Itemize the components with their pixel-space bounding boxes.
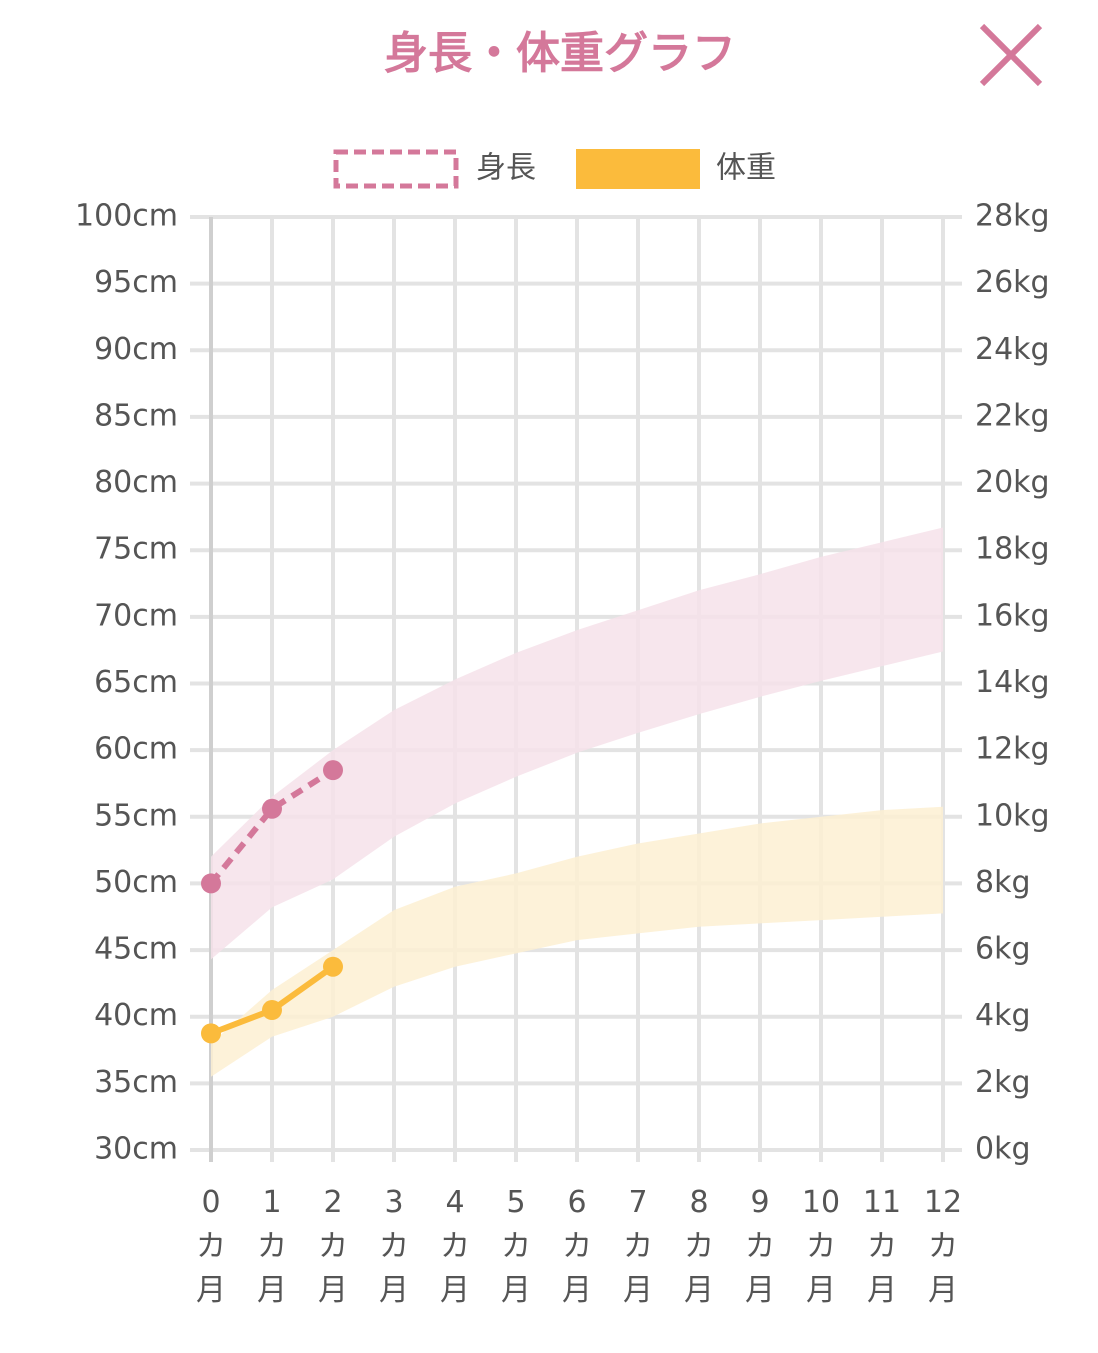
y2-tick-label: 16kg: [975, 598, 1050, 633]
y-tick-label: 40cm: [94, 998, 178, 1033]
close-button[interactable]: [979, 23, 1043, 87]
y-tick-label: 85cm: [94, 398, 178, 433]
y2-tick-label: 14kg: [975, 665, 1050, 700]
x-tick-label: 9 カ月: [745, 1185, 775, 1308]
y-tick-label: 60cm: [94, 732, 178, 767]
x-tick-label: 0 カ月: [196, 1185, 226, 1308]
y-tick-label: 30cm: [94, 1132, 178, 1167]
close-icon: [979, 23, 1043, 87]
y2-tick-label: 18kg: [975, 532, 1050, 567]
y2-tick-label: 10kg: [975, 798, 1050, 833]
legend-swatch: [576, 149, 700, 189]
data-point: [262, 798, 282, 819]
x-tick-label: 7 カ月: [623, 1185, 653, 1308]
y-tick-label: 45cm: [94, 932, 178, 967]
y2-tick-label: 4kg: [975, 998, 1031, 1033]
range-band: [211, 527, 943, 960]
data-point: [323, 760, 343, 781]
y2-tick-label: 12kg: [975, 732, 1050, 767]
x-tick-label: 1 カ月: [257, 1185, 287, 1308]
y-tick-label: 65cm: [94, 665, 178, 700]
range-band: [211, 806, 943, 1077]
legend-label: 体重: [716, 151, 776, 186]
x-tick-label: 12 カ月: [924, 1185, 962, 1308]
y2-tick-label: 26kg: [975, 265, 1050, 300]
y-tick-label: 95cm: [94, 265, 178, 300]
y2-tick-label: 20kg: [975, 465, 1050, 500]
x-tick-label: 10 カ月: [802, 1185, 840, 1308]
x-tick-label: 3 カ月: [379, 1185, 409, 1308]
x-tick-label: 11 カ月: [863, 1185, 901, 1308]
y-tick-label: 100cm: [75, 199, 178, 234]
legend-swatch: [333, 149, 459, 189]
chart-title: 身長・体重グラフ: [384, 28, 736, 79]
x-tick-label: 8 カ月: [684, 1185, 714, 1308]
y2-tick-label: 2kg: [975, 1065, 1031, 1100]
series-line: [208, 767, 335, 886]
y2-tick-label: 28kg: [975, 199, 1050, 234]
x-tick-label: 4 カ月: [440, 1185, 470, 1308]
data-point: [323, 956, 343, 977]
data-point: [201, 873, 221, 894]
legend-label: 身長: [476, 151, 536, 186]
data-point: [201, 1023, 221, 1044]
y-tick-label: 90cm: [94, 332, 178, 367]
x-tick-label: 6 カ月: [562, 1185, 592, 1308]
x-tick-label: 5 カ月: [501, 1185, 531, 1308]
y2-tick-label: 24kg: [975, 332, 1050, 367]
x-tick-label: 2 カ月: [318, 1185, 348, 1308]
y2-tick-label: 0kg: [975, 1132, 1031, 1167]
y2-tick-label: 22kg: [975, 398, 1050, 433]
y-tick-label: 80cm: [94, 465, 178, 500]
y-tick-label: 35cm: [94, 1065, 178, 1100]
y-tick-label: 55cm: [94, 798, 178, 833]
data-point: [262, 1000, 282, 1021]
y-tick-label: 75cm: [94, 532, 178, 567]
y2-tick-label: 6kg: [975, 932, 1031, 967]
y2-tick-label: 8kg: [975, 865, 1031, 900]
y-tick-label: 50cm: [94, 865, 178, 900]
y-tick-label: 70cm: [94, 598, 178, 633]
